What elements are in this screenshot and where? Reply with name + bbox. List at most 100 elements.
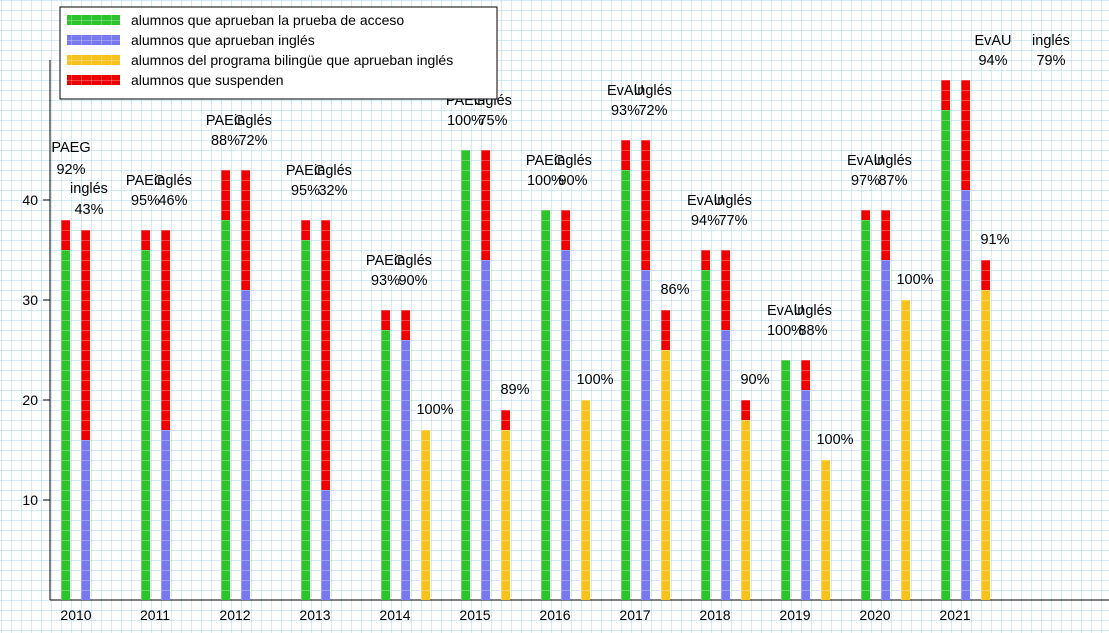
legend-label: alumnos que suspenden xyxy=(131,72,284,88)
bar-english-pass-2017-cells xyxy=(641,270,650,600)
english-label-2016: inglés xyxy=(554,153,592,169)
bilingual-pct-2015: 89% xyxy=(500,382,529,398)
bar-english-fail-2017-cells xyxy=(641,140,650,270)
bar-access-fail-2010-cells xyxy=(61,220,70,250)
bar-bilingual-fail-2015-cells xyxy=(501,410,510,430)
y-tick-label: 40 xyxy=(22,192,38,208)
bar-access-fail-2020-cells xyxy=(861,210,870,220)
exam-label-2011: PAEG xyxy=(126,173,165,189)
access-pct-2020: 97% xyxy=(851,173,880,189)
bars xyxy=(61,80,990,600)
bar-bilingual-pass-2015-cells xyxy=(501,430,510,600)
bar-access-pass-2016-cells xyxy=(541,210,550,600)
english-pct-2021: 79% xyxy=(1036,53,1065,69)
access-pct-2013: 95% xyxy=(291,183,320,199)
bar-english-fail-2014-cells xyxy=(401,310,410,340)
x-tick-label-2018: 2018 xyxy=(699,607,730,623)
bar-english-pass-2020-cells xyxy=(881,260,890,600)
bar-english-fail-2013-cells xyxy=(321,220,330,490)
exam-label-2016: PAEG xyxy=(526,153,565,169)
bilingual-pct-2014: 100% xyxy=(416,402,453,418)
bar-english-fail-2012-cells xyxy=(241,170,250,290)
bar-english-pass-2019-cells xyxy=(801,390,810,600)
legend-label: alumnos que aprueban la prueba de acceso xyxy=(131,12,404,28)
exam-label-2021: EvAU xyxy=(974,33,1011,49)
bar-english-pass-2011-cells xyxy=(161,430,170,600)
english-label-2021: inglés xyxy=(1032,33,1070,49)
access-pct-2021: 94% xyxy=(978,53,1007,69)
exam-label-2017: EvAU xyxy=(607,83,644,99)
legend-swatch-cells xyxy=(67,15,120,25)
x-tick-label-2017: 2017 xyxy=(619,607,650,623)
bar-english-fail-2011-cells xyxy=(161,230,170,430)
legend-swatch-cells xyxy=(67,75,120,85)
bar-english-pass-2021-cells xyxy=(961,190,970,600)
bar-english-fail-2019-cells xyxy=(801,360,810,390)
y-tick-label: 10 xyxy=(22,492,38,508)
exam-label-2010: PAEG xyxy=(51,140,90,156)
exam-label-2013: PAEG xyxy=(286,163,325,179)
bar-access-pass-2013-cells xyxy=(301,240,310,600)
english-label-2018: inglés xyxy=(714,193,752,209)
bar-access-pass-2015-cells xyxy=(461,150,470,600)
bar-bilingual-fail-2017-cells xyxy=(661,310,670,350)
x-tick-label-2014: 2014 xyxy=(379,607,410,623)
y-tick-label: 30 xyxy=(22,292,38,308)
x-tick-label-2010: 2010 xyxy=(60,607,91,623)
bilingual-pct-2021: 91% xyxy=(980,232,1009,248)
access-pct-2019: 100% xyxy=(767,323,804,339)
bilingual-pct-2016: 100% xyxy=(576,372,613,388)
english-label-2013: inglés xyxy=(314,163,352,179)
bar-access-pass-2011-cells xyxy=(141,250,150,600)
bar-bilingual-pass-2018-cells xyxy=(741,420,750,600)
x-tick-label-2020: 2020 xyxy=(859,607,890,623)
access-pct-2016: 100% xyxy=(527,173,564,189)
bar-access-pass-2020-cells xyxy=(861,220,870,600)
legend-swatch-cells xyxy=(67,55,120,65)
english-pct-2014: 90% xyxy=(398,273,427,289)
bar-bilingual-pass-2014-cells xyxy=(421,430,430,600)
bar-english-fail-2021-cells xyxy=(961,80,970,190)
bar-access-pass-2012-cells xyxy=(221,220,230,600)
bar-bilingual-pass-2021-cells xyxy=(981,290,990,600)
x-tick-label-2013: 2013 xyxy=(299,607,330,623)
bar-access-fail-2011-cells xyxy=(141,230,150,250)
english-pct-2013: 32% xyxy=(318,183,347,199)
english-label-2010: inglés xyxy=(70,181,108,197)
exam-label-2019: EvAU xyxy=(767,303,804,319)
bar-english-fail-2010-cells xyxy=(81,230,90,440)
access-pct-2018: 94% xyxy=(691,213,720,229)
bar-bilingual-pass-2016-cells xyxy=(581,400,590,600)
english-label-2020: inglés xyxy=(874,153,912,169)
bar-bilingual-fail-2018-cells xyxy=(741,400,750,420)
x-tick-label-2016: 2016 xyxy=(539,607,570,623)
bar-english-fail-2018-cells xyxy=(721,250,730,330)
access-pct-2017: 93% xyxy=(611,103,640,119)
legend-label: alumnos del programa bilingüe que aprueb… xyxy=(131,52,453,68)
bar-english-pass-2010-cells xyxy=(81,440,90,600)
english-pct-2010: 43% xyxy=(74,202,103,218)
exam-label-2014: PAEG xyxy=(366,253,405,269)
bar-bilingual-pass-2020-cells xyxy=(901,300,910,600)
x-labels: 2010 2011 2012 2013 2014 2015 2016 2017 2018 2019… xyxy=(60,607,970,623)
english-pct-2011: 46% xyxy=(158,193,187,209)
y-ticks: 10 20 30 40 xyxy=(22,192,50,508)
access-pct-2011: 95% xyxy=(131,193,160,209)
bilingual-pct-2020: 100% xyxy=(896,272,933,288)
bar-english-pass-2015-cells xyxy=(481,260,490,600)
english-pct-2012: 72% xyxy=(238,133,267,149)
english-pct-2020: 87% xyxy=(878,173,907,189)
x-tick-label-2019: 2019 xyxy=(779,607,810,623)
exam-label-2012: PAEG xyxy=(206,113,245,129)
bar-bilingual-fail-2021-cells xyxy=(981,260,990,290)
data-labels: PAEG 92% inglés 43% PAEG 95% inglés 46% PAEG 88% i… xyxy=(51,33,1070,448)
bar-access-pass-2017-cells xyxy=(621,170,630,600)
bar-bilingual-pass-2019-cells xyxy=(821,460,830,600)
bar-access-fail-2018-cells xyxy=(701,250,710,270)
legend-swatch-cells xyxy=(67,35,120,45)
bar-access-pass-2019-cells xyxy=(781,360,790,600)
bar-english-fail-2015-cells xyxy=(481,150,490,260)
legend-label: alumnos que aprueban inglés xyxy=(131,32,315,48)
exam-label-2020: EvAU xyxy=(847,153,884,169)
legend-box xyxy=(59,6,498,100)
